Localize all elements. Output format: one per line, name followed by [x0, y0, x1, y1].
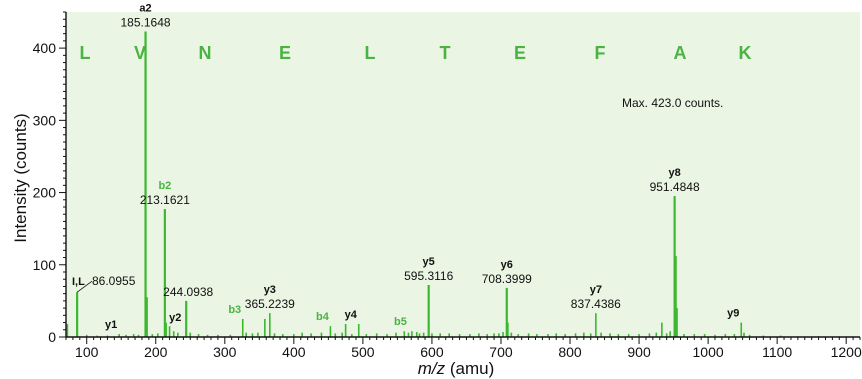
y-tick-label: 400 [33, 40, 57, 56]
sequence-letter: F [595, 43, 606, 63]
ion-mz-label: 595.3116 [404, 269, 453, 283]
x-tick-label: 500 [351, 344, 375, 360]
label-connector [76, 280, 93, 293]
ion-mz-label: 365.2239 [245, 297, 295, 311]
x-axis-title-unit: (amu) [445, 359, 494, 378]
ion-label: y2 [169, 312, 181, 324]
sequence-letter: V [134, 43, 146, 63]
ion-label: y9 [727, 308, 739, 320]
y-tick-label: 100 [33, 257, 57, 273]
axes: 0 100 200 300 400 100 200 300 400 500 600 700 800 900… [33, 11, 862, 360]
x-axis-title: m/z (amu) [418, 359, 495, 378]
x-tick-label: 300 [213, 344, 237, 360]
x-tick-label: 900 [627, 344, 651, 360]
sequence-letter: A [674, 43, 687, 63]
x-tick-label: 200 [144, 344, 168, 360]
ion-label: y1 [105, 319, 117, 331]
x-tick-label: 400 [282, 344, 306, 360]
x-tick-label: 100 [75, 344, 99, 360]
ion-label: y3 [264, 284, 276, 296]
ion-mz-label: 213.1621 [140, 193, 190, 207]
x-tick-label: 1100 [762, 344, 792, 360]
y-tick-label: 200 [33, 185, 57, 201]
sequence-letter: E [279, 43, 291, 63]
ion-label: b2 [158, 180, 171, 192]
x-tick-label: 800 [558, 344, 582, 360]
ion-mz-label: 185.1648 [121, 16, 171, 30]
ion-mz-label: 86.0955 [92, 274, 136, 288]
sequence-letter: E [514, 43, 526, 63]
ion-label: y8 [668, 167, 680, 179]
ion-mz-label: 951.4848 [650, 180, 700, 194]
ion-label: a2 [139, 3, 151, 15]
y-axis-title: Intensity (counts) [11, 113, 30, 242]
ion-mz-label: 244.0938 [163, 285, 213, 299]
ion-label: y5 [423, 256, 435, 268]
sequence-letter: L [365, 43, 376, 63]
x-tick-label: 700 [489, 344, 513, 360]
plot-background [66, 12, 860, 337]
x-tick-label: 1000 [693, 344, 724, 360]
max-counts-annotation: Max. 423.0 counts. [622, 96, 723, 110]
ion-mz-label: 837.4386 [571, 297, 621, 311]
y-tick-label: 0 [48, 329, 56, 345]
ion-label: I,L [72, 276, 85, 288]
ion-mz-label: 708.3999 [482, 272, 532, 286]
ion-label: y6 [501, 259, 513, 271]
sequence-letter: T [440, 43, 451, 63]
sequence-letter: L [80, 43, 91, 63]
sequence-letter: K [739, 43, 752, 63]
sequence-letter: N [199, 43, 212, 63]
ion-label: y4 [345, 309, 358, 321]
x-tick-label: 600 [420, 344, 444, 360]
ion-label: y7 [590, 284, 602, 296]
ion-label: b5 [394, 316, 407, 328]
ion-label: b4 [316, 311, 330, 323]
ion-label: b3 [228, 304, 241, 316]
x-tick-label: 1200 [831, 344, 862, 360]
y-tick-label: 300 [33, 112, 57, 128]
x-axis-title-italic: m/z [418, 359, 446, 378]
